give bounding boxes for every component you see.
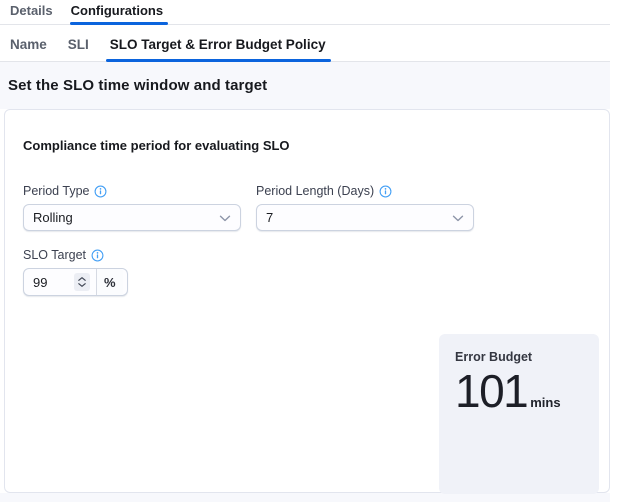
period-length-label: Period Length (Days) xyxy=(256,184,474,198)
primary-tab-bar: Details Configurations xyxy=(0,0,610,25)
caret-down-icon xyxy=(78,283,86,287)
tab-sli[interactable]: SLI xyxy=(67,37,89,52)
chevron-down-icon xyxy=(219,215,231,222)
period-type-label: Period Type xyxy=(23,184,241,198)
error-budget-unit: mins xyxy=(530,395,561,410)
period-length-select[interactable]: 7 xyxy=(256,204,474,231)
tab-name[interactable]: Name xyxy=(10,37,47,52)
period-length-label-text: Period Length (Days) xyxy=(256,184,375,198)
slo-time-window-panel: Compliance time period for evaluating SL… xyxy=(4,109,610,494)
caret-up-icon xyxy=(78,277,86,281)
percent-unit: % xyxy=(96,269,123,295)
slo-target-label-text: SLO Target xyxy=(23,248,87,262)
info-icon[interactable] xyxy=(94,185,107,198)
secondary-tab-bar: Name SLI SLO Target & Error Budget Polic… xyxy=(0,25,610,62)
period-length-field: Period Length (Days) 7 xyxy=(256,184,474,231)
tab-slo-target-error-budget-policy[interactable]: SLO Target & Error Budget Policy xyxy=(105,37,331,62)
period-type-select[interactable]: Rolling xyxy=(23,204,241,231)
slo-target-control: % xyxy=(23,268,128,296)
slo-target-field: SLO Target xyxy=(23,248,591,296)
info-icon[interactable] xyxy=(91,249,104,262)
compliance-subheading: Compliance time period for evaluating SL… xyxy=(23,138,290,153)
page-bottom-strip xyxy=(0,493,610,502)
period-type-value: Rolling xyxy=(33,210,73,225)
tab-details[interactable]: Details xyxy=(10,3,53,18)
page-title: Set the SLO time window and target xyxy=(8,77,268,94)
slo-target-label: SLO Target xyxy=(23,248,591,262)
period-type-label-text: Period Type xyxy=(23,184,90,198)
error-budget-card: Error Budget 101 mins xyxy=(439,334,599,494)
section-heading-band: Set the SLO time window and target xyxy=(0,62,610,109)
tab-configurations[interactable]: Configurations xyxy=(69,3,169,25)
info-icon[interactable] xyxy=(379,185,392,198)
period-length-value: 7 xyxy=(266,210,274,225)
error-budget-title: Error Budget xyxy=(455,350,533,364)
slo-target-input[interactable] xyxy=(24,269,74,295)
period-type-field: Period Type Rolling xyxy=(23,184,241,231)
chevron-down-icon xyxy=(452,215,464,222)
error-budget-value: 101 xyxy=(455,365,529,417)
number-stepper[interactable] xyxy=(74,273,90,291)
